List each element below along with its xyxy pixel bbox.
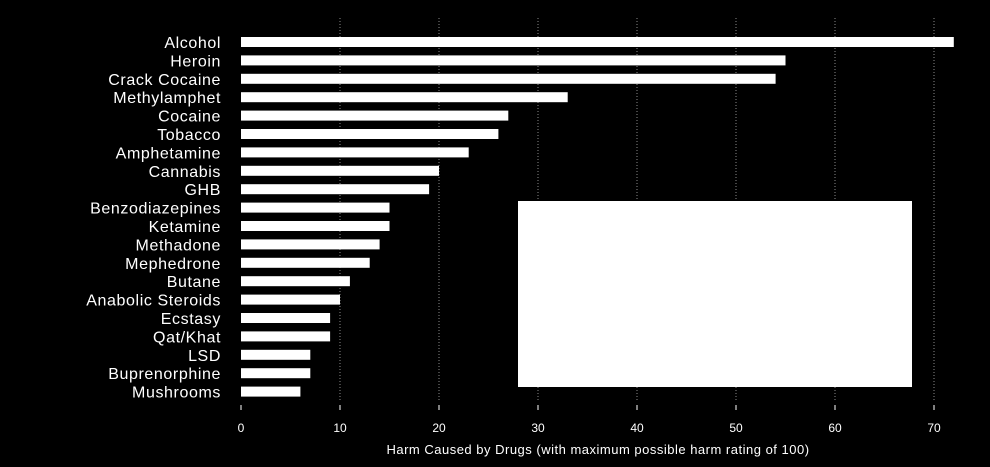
bar-cocaine — [241, 110, 509, 121]
bar-buprenorphine — [241, 368, 311, 379]
bar-ghb — [241, 184, 430, 195]
bar-cannabis — [241, 165, 439, 176]
category-label: Qat/Khat — [153, 329, 221, 346]
x-tick-label: 30 — [531, 421, 545, 435]
x-tick-label: 0 — [238, 421, 245, 435]
x-tick-label: 40 — [630, 421, 644, 435]
bar-mephedrone — [241, 257, 370, 268]
bar-mushrooms — [241, 386, 301, 397]
category-label: Anabolic Steroids — [86, 293, 221, 310]
category-label: Amphetamine — [116, 145, 221, 162]
bar-methadone — [241, 239, 380, 250]
category-label: Alcohol — [164, 35, 221, 52]
bars-group — [241, 37, 954, 397]
category-label: Heroin — [170, 53, 221, 70]
category-label: Ecstasy — [161, 311, 221, 328]
bar-amphetamine — [241, 147, 469, 158]
bar-tobacco — [241, 129, 499, 139]
x-axis-title: Harm Caused by Drugs (with maximum possi… — [386, 442, 809, 457]
bar-benzodiazepines — [241, 202, 390, 213]
x-tick-label: 20 — [432, 421, 446, 435]
category-label: Tobacco — [157, 127, 221, 144]
bar-crack-cocaine — [241, 73, 776, 84]
bar-alcohol — [241, 37, 954, 47]
category-label: GHB — [185, 182, 221, 199]
category-label: Methylamphet — [113, 90, 221, 107]
bar-heroin — [241, 55, 786, 66]
bar-anabolic-steroids — [241, 294, 340, 305]
category-label: Benzodiazepines — [90, 201, 221, 218]
category-label: Crack Cocaine — [108, 72, 221, 89]
x-tick-label: 70 — [927, 421, 941, 435]
category-label: Mushrooms — [132, 385, 221, 402]
x-tick-label: 50 — [729, 421, 743, 435]
category-label: Cannabis — [149, 164, 221, 181]
bar-ecstasy — [241, 313, 331, 323]
bar-qat-khat — [241, 331, 331, 342]
category-label: Ketamine — [149, 219, 221, 236]
bar-butane — [241, 276, 350, 287]
bar-ketamine — [241, 221, 390, 231]
category-label: Buprenorphine — [108, 366, 221, 383]
category-label: Butane — [167, 274, 221, 291]
category-label: Cocaine — [158, 109, 221, 126]
category-label: Mephedrone — [125, 256, 221, 273]
bar-methylamphet — [241, 92, 568, 103]
annotation-box — [518, 201, 912, 387]
category-label: LSD — [188, 348, 221, 365]
bar-lsd — [241, 349, 311, 360]
x-tick-label: 10 — [333, 421, 347, 435]
x-axis-ticks: 0 10 20 30 40 50 60 70 — [238, 405, 941, 435]
x-tick-label: 60 — [828, 421, 842, 435]
category-label: Methadone — [136, 237, 221, 254]
